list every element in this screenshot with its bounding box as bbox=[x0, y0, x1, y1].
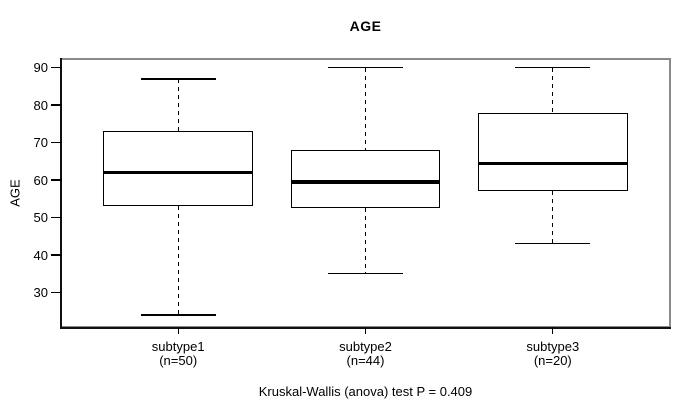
statistic-annotation: Kruskal-Wallis (anova) test P = 0.409 bbox=[258, 384, 473, 399]
y-tick-mark bbox=[51, 254, 62, 256]
upper-whisker-line bbox=[552, 67, 554, 113]
median-line bbox=[291, 180, 440, 184]
y-axis-line bbox=[60, 58, 62, 328]
upper-whisker-cap bbox=[140, 78, 216, 80]
upper-whisker-line bbox=[364, 67, 367, 151]
x-tick-label: subtype1 (n=50) bbox=[103, 340, 253, 368]
y-tick-mark bbox=[51, 291, 62, 294]
x-tick-label: subtype3 (n=20) bbox=[478, 340, 628, 368]
median-line bbox=[479, 161, 627, 165]
iqr-box bbox=[477, 112, 628, 192]
lower-whisker-line bbox=[177, 206, 179, 315]
y-tick-label: 90 bbox=[33, 60, 48, 76]
y-tick-label: 40 bbox=[33, 247, 48, 263]
chart-title: AGE bbox=[349, 18, 382, 34]
lower-whisker-cap bbox=[515, 242, 591, 245]
y-tick-label: 80 bbox=[33, 97, 48, 113]
category-label: subtype2 bbox=[339, 339, 392, 354]
category-label: subtype1 bbox=[151, 339, 205, 354]
iqr-box bbox=[290, 150, 441, 209]
y-tick-mark bbox=[51, 67, 62, 69]
lower-whisker-line bbox=[552, 191, 554, 244]
x-tick-mark bbox=[552, 326, 554, 334]
x-tick-mark bbox=[364, 326, 367, 334]
category-sublabel: (n=44) bbox=[346, 353, 385, 368]
y-tick-label: 60 bbox=[33, 172, 48, 188]
x-tick-mark bbox=[177, 326, 179, 334]
category-sublabel: (n=20) bbox=[533, 353, 572, 368]
y-tick-label: 50 bbox=[33, 210, 48, 225]
y-tick-label: 70 bbox=[33, 135, 48, 151]
y-tick-mark bbox=[51, 179, 62, 181]
category-sublabel: (n=50) bbox=[159, 353, 198, 368]
upper-whisker-line bbox=[177, 78, 179, 132]
y-tick-mark bbox=[51, 104, 62, 106]
category-label: subtype3 bbox=[526, 339, 580, 354]
lower-whisker-line bbox=[364, 208, 367, 274]
x-tick-label: subtype2 (n=44) bbox=[291, 340, 441, 368]
median-line bbox=[104, 170, 252, 175]
y-tick-label: 30 bbox=[33, 284, 48, 300]
upper-whisker-cap bbox=[328, 66, 403, 69]
lower-whisker-cap bbox=[328, 272, 403, 275]
lower-whisker-cap bbox=[140, 314, 216, 316]
y-tick-mark bbox=[51, 216, 62, 219]
iqr-box bbox=[103, 131, 254, 207]
y-tick-mark bbox=[51, 141, 62, 144]
upper-whisker-cap bbox=[515, 66, 591, 69]
